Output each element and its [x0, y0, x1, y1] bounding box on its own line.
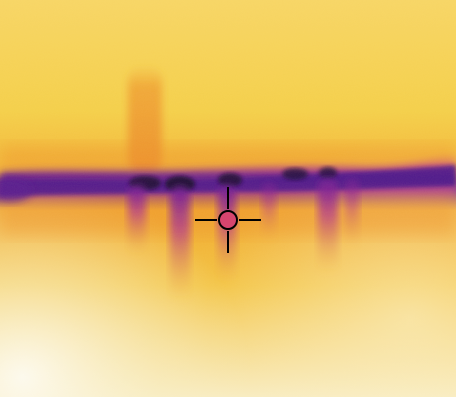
thermal-image	[0, 0, 456, 397]
thermal-image-frame	[0, 0, 456, 397]
